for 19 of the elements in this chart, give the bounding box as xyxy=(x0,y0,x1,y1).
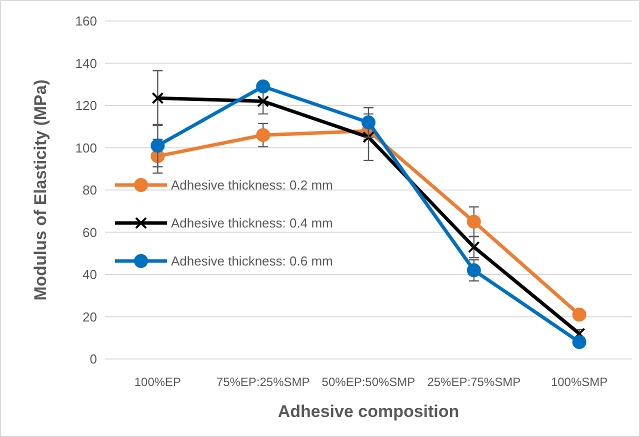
x-tick-label: 25%EP:75%SMP xyxy=(427,375,521,389)
y-tick-label: 160 xyxy=(75,14,97,29)
x-tick-label: 100%SMP xyxy=(550,375,608,389)
y-axis-title: Modulus of Elasticity (MPa) xyxy=(31,79,50,301)
y-tick-label: 140 xyxy=(75,56,97,71)
y-tick-label: 100 xyxy=(75,140,97,156)
y-tick-label: 20 xyxy=(82,309,97,324)
y-tick-label: 40 xyxy=(82,267,97,282)
y-tick-label: 60 xyxy=(82,224,97,240)
x-tick-label: 75%EP:25%SMP xyxy=(216,375,310,389)
x-axis-title: Adhesive composition xyxy=(278,402,460,421)
y-tick-label: 80 xyxy=(82,182,97,198)
legend-label: Adhesive thickness: 0.6 mm xyxy=(171,254,333,269)
y-tick-label: 0 xyxy=(90,352,97,367)
x-tick-label: 50%EP:50%SMP xyxy=(322,375,416,389)
legend-label: Adhesive thickness: 0.4 mm xyxy=(171,216,333,231)
y-tick-label: 120 xyxy=(75,98,97,114)
legend-label: Adhesive thickness: 0.2 mm xyxy=(171,178,333,193)
x-tick-label: 100%EP xyxy=(134,375,182,389)
